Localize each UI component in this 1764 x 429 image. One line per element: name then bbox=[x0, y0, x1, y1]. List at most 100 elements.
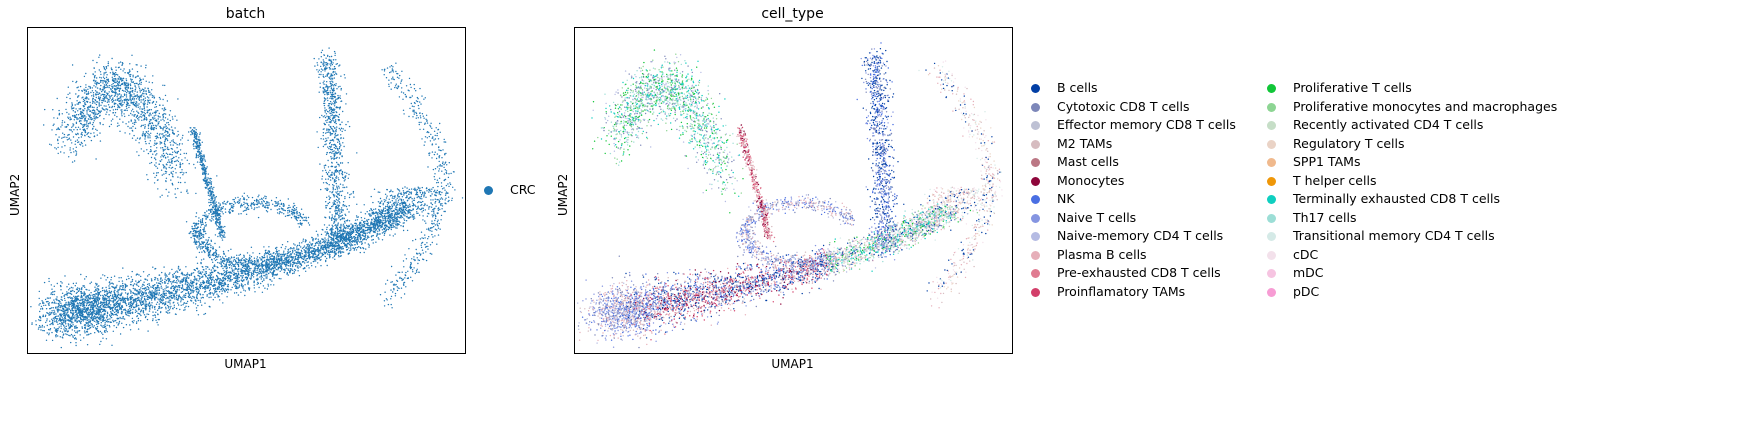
data-point bbox=[415, 90, 417, 92]
data-point bbox=[433, 209, 435, 211]
data-point bbox=[421, 113, 424, 115]
data-point bbox=[66, 333, 68, 336]
data-point bbox=[419, 115, 422, 117]
data-point bbox=[67, 323, 69, 325]
data-point bbox=[114, 74, 117, 76]
data-point bbox=[328, 234, 330, 236]
data-point bbox=[436, 166, 439, 168]
data-point bbox=[149, 112, 151, 114]
data-point bbox=[205, 272, 208, 275]
data-point bbox=[157, 279, 159, 281]
data-point bbox=[86, 312, 88, 314]
data-point bbox=[338, 163, 340, 166]
data-point bbox=[279, 270, 281, 272]
data-point bbox=[411, 269, 414, 271]
data-point bbox=[64, 136, 66, 138]
data-point bbox=[177, 160, 180, 163]
data-point bbox=[327, 166, 330, 168]
data-point bbox=[433, 153, 436, 156]
data-point bbox=[397, 189, 400, 191]
data-point bbox=[138, 112, 140, 115]
data-point bbox=[333, 66, 336, 68]
data-point bbox=[268, 258, 270, 260]
data-point bbox=[106, 324, 108, 326]
data-point bbox=[242, 210, 245, 212]
data-point bbox=[324, 116, 327, 119]
data-point bbox=[238, 254, 240, 256]
data-point bbox=[202, 223, 204, 225]
data-point bbox=[203, 227, 205, 229]
data-point bbox=[320, 265, 322, 267]
data-point bbox=[51, 331, 53, 334]
data-point bbox=[79, 85, 82, 88]
data-point bbox=[110, 304, 112, 306]
data-point bbox=[140, 99, 142, 101]
data-point bbox=[98, 82, 101, 85]
data-point bbox=[136, 284, 138, 286]
data-point bbox=[280, 246, 282, 249]
data-point bbox=[67, 93, 69, 96]
data-point bbox=[177, 266, 180, 268]
data-point bbox=[368, 231, 370, 234]
data-point bbox=[329, 197, 331, 199]
data-point bbox=[147, 87, 149, 89]
data-point bbox=[342, 110, 344, 113]
data-point bbox=[180, 291, 182, 293]
data-point bbox=[404, 186, 406, 188]
data-point bbox=[325, 140, 328, 142]
scatter-points bbox=[30, 47, 464, 349]
data-point bbox=[163, 120, 165, 122]
data-point bbox=[102, 86, 105, 88]
data-point bbox=[154, 297, 156, 300]
data-point bbox=[336, 209, 338, 212]
data-point bbox=[325, 234, 327, 236]
data-point bbox=[201, 271, 204, 273]
data-point bbox=[172, 129, 174, 132]
data-point bbox=[64, 145, 66, 147]
data-point bbox=[195, 256, 197, 258]
data-point bbox=[138, 82, 141, 84]
data-point bbox=[295, 209, 297, 211]
data-point bbox=[146, 286, 149, 288]
data-point bbox=[330, 158, 333, 160]
data-point bbox=[117, 122, 119, 124]
data-point bbox=[240, 283, 243, 285]
data-point bbox=[50, 293, 52, 295]
data-point bbox=[155, 290, 158, 292]
data-point bbox=[433, 139, 435, 141]
data-point bbox=[323, 100, 325, 103]
data-point bbox=[121, 292, 123, 294]
data-point bbox=[164, 84, 166, 87]
data-point bbox=[218, 288, 220, 290]
data-point bbox=[332, 187, 334, 190]
data-point bbox=[121, 313, 123, 315]
data-point bbox=[421, 207, 423, 209]
data-point bbox=[95, 86, 97, 88]
data-point bbox=[238, 276, 240, 279]
data-point bbox=[372, 238, 374, 241]
data-point bbox=[129, 329, 132, 331]
data-point bbox=[144, 124, 146, 126]
data-point bbox=[154, 176, 156, 179]
data-point bbox=[378, 238, 380, 240]
data-point bbox=[408, 198, 410, 200]
data-point bbox=[430, 122, 432, 125]
data-point bbox=[106, 111, 108, 113]
data-point bbox=[168, 124, 170, 126]
data-point bbox=[234, 285, 236, 287]
data-point bbox=[184, 289, 187, 291]
data-point bbox=[302, 213, 304, 216]
data-point bbox=[188, 284, 191, 286]
data-point bbox=[209, 293, 211, 295]
data-point bbox=[382, 204, 384, 206]
data-point bbox=[186, 302, 188, 304]
data-point bbox=[285, 265, 287, 267]
data-point bbox=[150, 132, 152, 134]
data-point bbox=[136, 94, 138, 96]
data-point bbox=[169, 110, 172, 112]
data-point bbox=[179, 171, 182, 174]
data-point bbox=[193, 145, 195, 147]
data-point bbox=[213, 258, 215, 260]
data-point bbox=[63, 325, 65, 327]
data-point bbox=[116, 295, 119, 297]
